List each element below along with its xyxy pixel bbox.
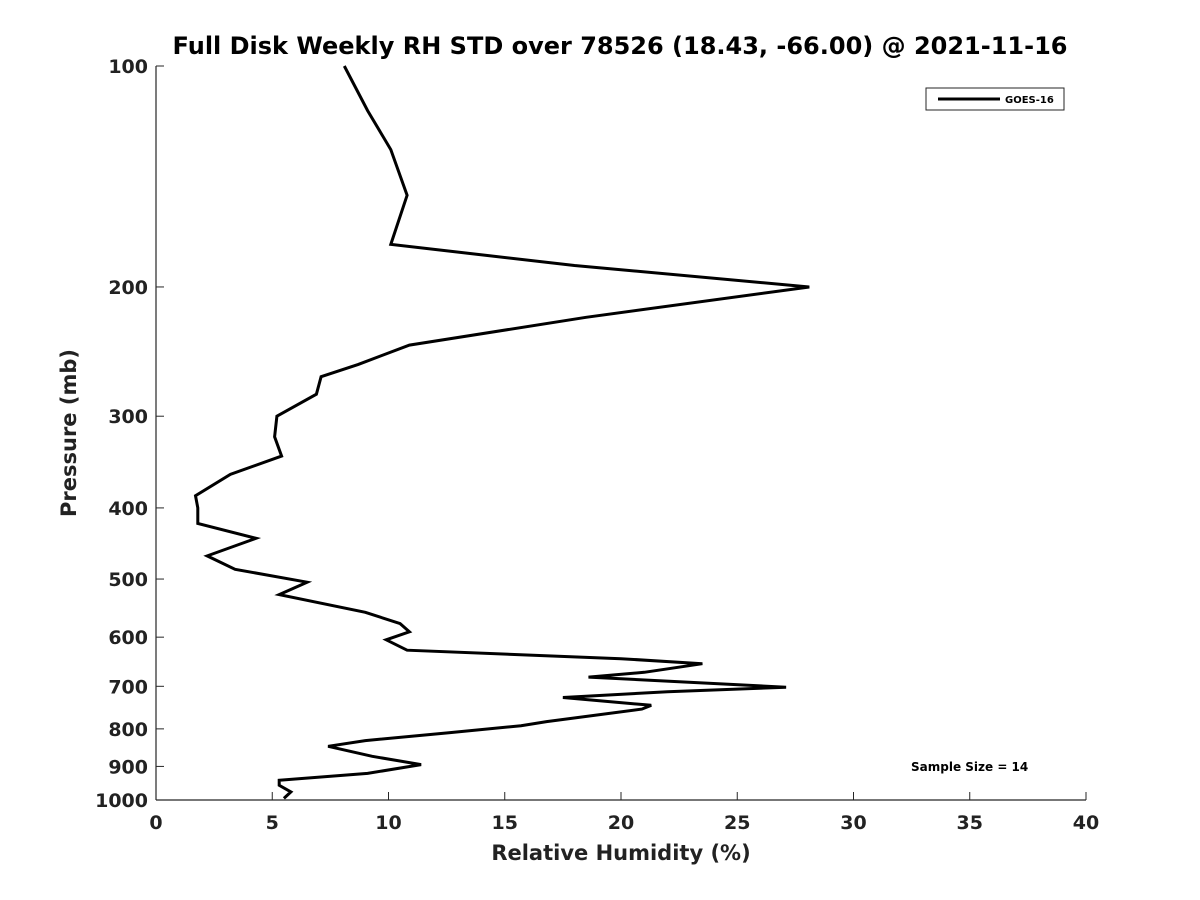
x-tick-label: 30 [840, 812, 866, 834]
y-ticks: 100 200 300 400 500 600 700 800 900 1000 [95, 56, 164, 812]
y-tick-label: 700 [108, 676, 148, 698]
x-tick-label: 15 [492, 812, 518, 834]
x-tick-label: 20 [608, 812, 634, 834]
y-tick-label: 800 [108, 719, 148, 741]
x-ticks: 0 5 10 15 20 25 30 35 40 [149, 792, 1099, 834]
x-tick-label: 40 [1073, 812, 1099, 834]
series-layer [193, 65, 810, 800]
y-tick-label: 900 [108, 756, 148, 778]
sample-size-annotation: Sample Size = 14 [911, 760, 1028, 774]
x-axis-label: Relative Humidity (%) [491, 841, 750, 865]
y-tick-label: 100 [108, 56, 148, 78]
legend-label-goes-16: GOES-16 [1005, 95, 1054, 106]
y-axis-label: Pressure (mb) [57, 349, 81, 517]
x-tick-label: 5 [266, 812, 279, 834]
y-tick-label: 600 [108, 627, 148, 649]
y-tick-label: 300 [108, 406, 148, 428]
legend: GOES-16 [925, 87, 1065, 111]
x-tick-label: 10 [375, 812, 401, 834]
series-line-goes-16 [193, 65, 810, 800]
y-tick-label: 400 [108, 498, 148, 520]
y-tick-label: 500 [108, 569, 148, 591]
x-tick-label: 25 [724, 812, 750, 834]
y-tick-label: 1000 [95, 790, 148, 812]
chart-title: Full Disk Weekly RH STD over 78526 (18.4… [173, 32, 1068, 60]
x-tick-label: 35 [957, 812, 983, 834]
x-tick-label: 0 [149, 812, 162, 834]
y-tick-label: 200 [108, 277, 148, 299]
